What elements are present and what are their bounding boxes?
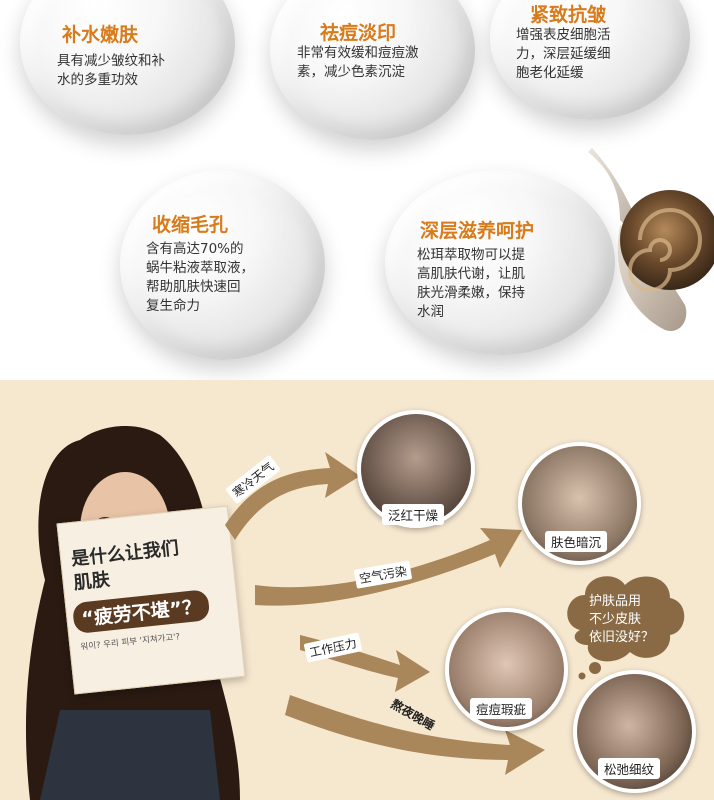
bubble-line: 不少皮肤	[589, 612, 642, 627]
result-redness-dryness: 泛红干燥	[382, 504, 445, 525]
feature-line: 水润	[417, 304, 444, 320]
feature-line: 力，深层延缓细	[516, 46, 611, 62]
feature-line: 复生命力	[146, 298, 200, 314]
feature-text-nourish: 松珥萃取物可以提 高肌肤代谢，让肌 肤光滑柔嫩，保持 水润	[417, 246, 525, 322]
result-dull-complexion: 肤色暗沉	[545, 531, 608, 552]
feature-line: 水的多重功效	[57, 72, 138, 88]
water-drop-2	[270, 0, 475, 140]
feature-line: 蜗牛粘液萃取液，	[146, 260, 254, 276]
feature-line: 松珥萃取物可以提	[417, 247, 525, 263]
feature-line: 含有高达70%的	[146, 241, 244, 257]
thought-bubble-text: 护肤品用 不少皮肤 依旧没好？	[589, 593, 654, 647]
feature-line: 帮助肌肤快速回	[146, 279, 241, 295]
feature-title-nourish: 深层滋养呵护	[420, 220, 535, 242]
feature-line: 胞老化延缓	[516, 65, 584, 81]
feature-line: 增强表皮细胞活	[516, 27, 611, 43]
snail-icon	[588, 148, 714, 331]
feature-line: 非常有效缓和痘痘激	[297, 45, 419, 61]
water-drop-5	[385, 170, 615, 355]
feature-title-hydrate: 补水嫩肤	[62, 24, 139, 46]
arrow-icon	[255, 528, 522, 606]
feature-title-pores: 收缩毛孔	[152, 214, 229, 236]
features-section: 补水嫩肤 具有减少皱纹和补 水的多重功效 祛痘淡印 非常有效缓和痘痘激 素，减少…	[0, 0, 714, 380]
feature-title-firming: 紧致抗皱	[530, 4, 607, 26]
water-drop-4	[120, 170, 325, 360]
result-acne-blemishes: 痘痘瑕疵	[470, 698, 533, 719]
bubble-line: 依旧没好？	[589, 630, 655, 645]
arrow-icon	[225, 452, 360, 540]
feature-line: 肤光滑柔嫩，保持	[417, 285, 525, 301]
feature-text-firming: 增强表皮细胞活 力，深层延缓细 胞老化延缓	[516, 26, 611, 83]
feature-line: 素，减少色素沉淀	[297, 64, 405, 80]
arrow-icon	[285, 695, 545, 775]
result-sagging-wrinkles: 松弛细纹	[598, 758, 661, 779]
feature-title-acne: 祛痘淡印	[320, 22, 397, 44]
feature-text-pores: 含有高达70%的 蜗牛粘液萃取液， 帮助肌肤快速回 复生命力	[146, 240, 254, 316]
feature-text-hydrate: 具有减少皱纹和补 水的多重功效	[57, 52, 165, 90]
bubble-line: 护肤品用	[589, 594, 642, 609]
feature-line: 具有减少皱纹和补	[57, 53, 165, 69]
feature-text-acne: 非常有效缓和痘痘激 素，减少色素沉淀	[297, 44, 419, 82]
feature-line: 高肌肤代谢，让肌	[417, 266, 525, 282]
thought-bubble-icon	[567, 576, 685, 680]
causes-section: 是什么让我们 肌肤 “疲劳不堪”？ 워이? 우리 피부 '지쳐가고'? 寒冷天气…	[0, 380, 714, 800]
